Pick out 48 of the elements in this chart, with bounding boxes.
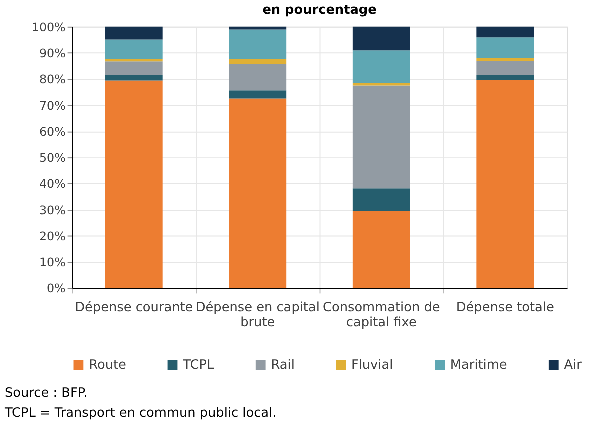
bar: [229, 30, 287, 60]
bar: [229, 60, 287, 65]
y-tick-label: 90%: [39, 46, 66, 60]
bar: [229, 90, 287, 99]
bar: [229, 26, 287, 30]
bar: [352, 211, 410, 288]
y-tick-label: 0%: [47, 282, 66, 296]
bar: [105, 26, 163, 40]
bar: [476, 26, 534, 38]
bar: [476, 61, 534, 76]
chart-title: en pourcentage: [262, 3, 378, 18]
bar: [352, 86, 410, 189]
bar: [105, 59, 163, 62]
legend-label: Rail: [271, 358, 295, 374]
bar: [105, 76, 163, 81]
bar: [105, 80, 163, 288]
legend-label: Route: [89, 358, 127, 374]
y-tick-label: 80%: [39, 72, 66, 87]
bar: [352, 26, 410, 51]
x-tick-label: Dépense totale: [456, 300, 554, 316]
source-note: Source : BFP.: [4, 386, 88, 402]
legend-label: Fluvial: [351, 358, 394, 374]
x-tick-label: Consommation de capital fixe: [322, 300, 440, 330]
x-tick-label: Dépense en capital brute: [196, 300, 320, 330]
bar: [352, 83, 410, 86]
y-tick-label: 20%: [39, 229, 66, 244]
legend-label: Air: [564, 358, 583, 374]
bar: [105, 40, 163, 60]
bar: [352, 50, 410, 84]
y-tick-label: 60%: [39, 124, 66, 139]
legend-label: TCPL: [182, 358, 215, 374]
bar: [476, 38, 534, 58]
bar: [229, 98, 287, 288]
bar: [352, 188, 410, 212]
y-tick-label: 40%: [39, 177, 66, 192]
x-tick-label: Dépense courante: [75, 300, 194, 316]
bar: [105, 62, 163, 76]
y-tick-label: 10%: [39, 256, 66, 270]
bar: [476, 58, 534, 62]
y-tick-label: 30%: [39, 203, 66, 218]
bar: [229, 64, 287, 91]
bar: [476, 80, 534, 288]
y-tick-label: 50%: [39, 151, 66, 166]
text: TCPL = Transport en commun public local.: [4, 406, 277, 421]
legend-label: Maritime: [450, 358, 508, 374]
y-tick-label: 100%: [32, 20, 66, 34]
y-tick-label: 70%: [39, 98, 66, 113]
bar: [476, 76, 534, 80]
